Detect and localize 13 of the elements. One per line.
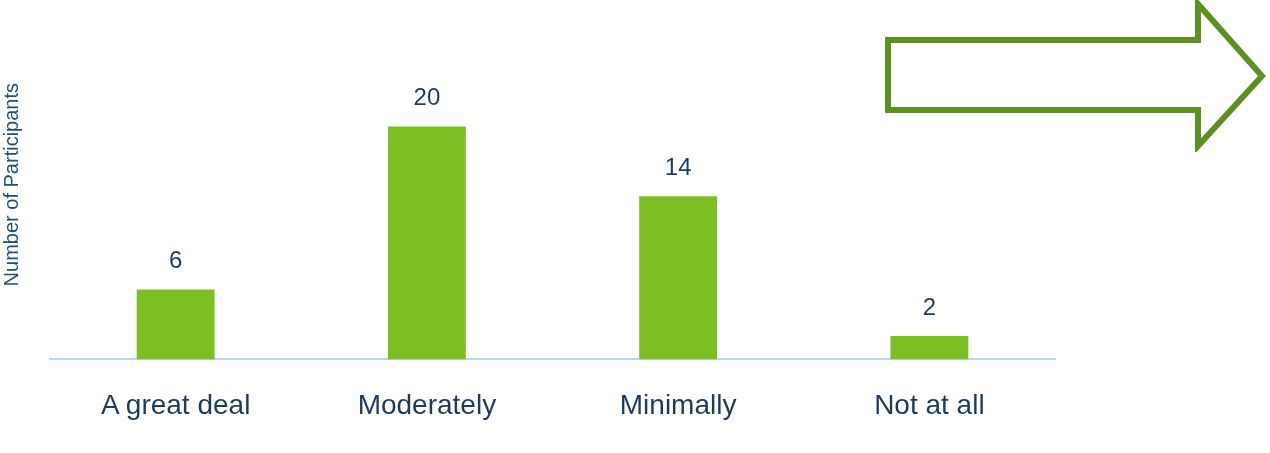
y-axis-title: Number of Participants: [0, 82, 22, 287]
data-label: 2: [922, 292, 937, 320]
data-label: 14: [664, 152, 692, 180]
bar: [639, 196, 718, 360]
bar: [387, 126, 466, 360]
x-tick-label: Minimally: [619, 388, 737, 420]
x-tick-label: Moderately: [357, 388, 497, 420]
x-tick-label: Not at all: [874, 388, 985, 420]
data-label: 20: [413, 83, 441, 111]
x-tick-label: A great deal: [100, 388, 251, 420]
bar: [136, 289, 215, 360]
bar: [890, 336, 969, 360]
data-label: 6: [168, 246, 183, 274]
